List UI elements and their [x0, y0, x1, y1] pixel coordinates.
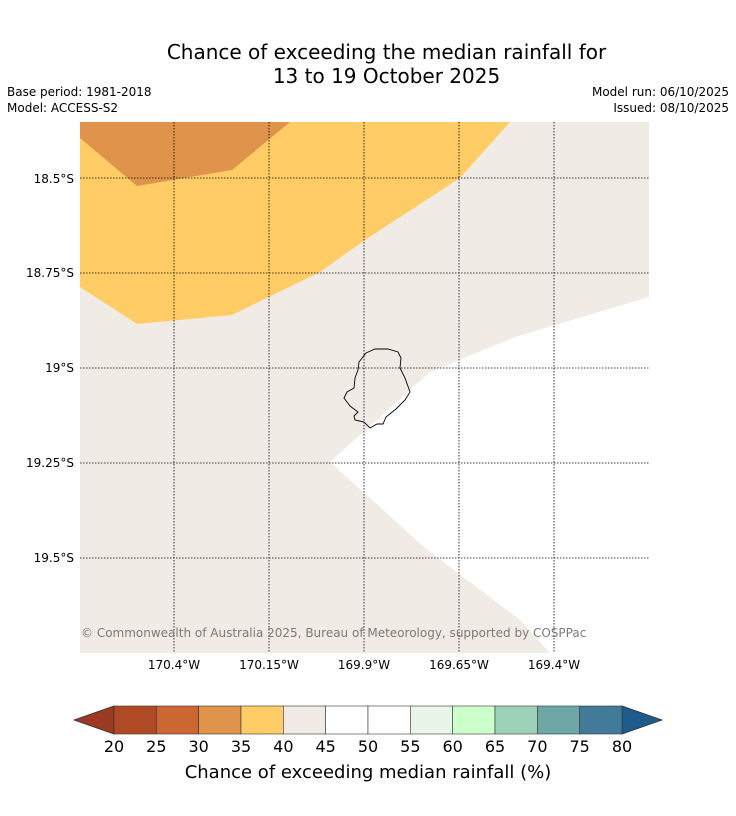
colorbar-tick-label: 60 [442, 737, 463, 756]
colorbar-tick-label: 45 [315, 737, 336, 756]
lat-label-19-25: 19.25°S [26, 456, 74, 470]
colorbar-swatch [452, 705, 496, 735]
colorbar-swatch [283, 705, 326, 735]
colorbar-tick-label: 70 [527, 737, 548, 756]
colorbar-tick-label: 80 [611, 737, 633, 756]
model-run: Model run: 06/10/2025 [591, 85, 729, 99]
region-45-55 [330, 297, 649, 653]
colorbar-tick-label: 20 [103, 737, 125, 756]
colorbar-tick-label: 40 [273, 737, 294, 756]
colorbar-tick-label: 65 [484, 737, 506, 756]
colorbar-tick-label: 25 [146, 737, 167, 756]
colorbar-swatch [537, 705, 580, 735]
colorbar [72, 705, 664, 735]
colorbar-tick-label: 55 [400, 737, 421, 756]
colorbar-swatch [198, 705, 242, 735]
lon-label-169-9: 169.9°W [337, 658, 391, 672]
copyright-notice: © Commonwealth of Australia 2025, Bureau… [81, 626, 587, 640]
colorbar-swatch [579, 705, 623, 735]
niue-coastline [343, 348, 411, 429]
colorbar-extend-high [621, 705, 664, 735]
model-name: Model: ACCESS-S2 [7, 101, 119, 115]
title-line-1: Chance of exceeding the median rainfall … [166, 40, 607, 64]
colorbar-label: Chance of exceeding median rainfall (%) [184, 762, 552, 783]
title-line-2: 13 to 19 October 2025 [272, 64, 501, 88]
colorbar-swatch [113, 705, 157, 735]
region-30-35 [80, 122, 290, 186]
issued-date: Issued: 08/10/2025 [613, 101, 729, 115]
colorbar-swatch [240, 705, 284, 735]
colorbar-swatch [367, 705, 411, 735]
base-period: Base period: 1981-2018 [7, 85, 152, 99]
colorbar-tick-label: 50 [357, 737, 379, 756]
colorbar-tick-label: 75 [569, 737, 590, 756]
lon-label-170-4: 170.4°W [147, 658, 201, 672]
colorbar-extend-low [72, 705, 115, 735]
colorbar-swatch [156, 705, 199, 735]
colorbar-tick-label: 35 [230, 737, 252, 756]
lon-label-169-65: 169.65°W [429, 658, 489, 672]
lat-label-18-75: 18.75°S [26, 266, 74, 280]
colorbar-tick-label: 30 [188, 737, 209, 756]
lat-label-18-5: 18.5°S [33, 172, 74, 186]
gridlines [80, 122, 649, 653]
colorbar-swatch [410, 705, 453, 735]
lon-label-169-4: 169.4°W [527, 658, 581, 672]
colorbar-swatch [325, 705, 369, 735]
lat-label-19-5: 19.5°S [33, 551, 74, 565]
lon-label-170-15: 170.15°W [239, 658, 299, 672]
lat-label-19: 19°S [45, 361, 74, 375]
colorbar-swatch [494, 705, 538, 735]
